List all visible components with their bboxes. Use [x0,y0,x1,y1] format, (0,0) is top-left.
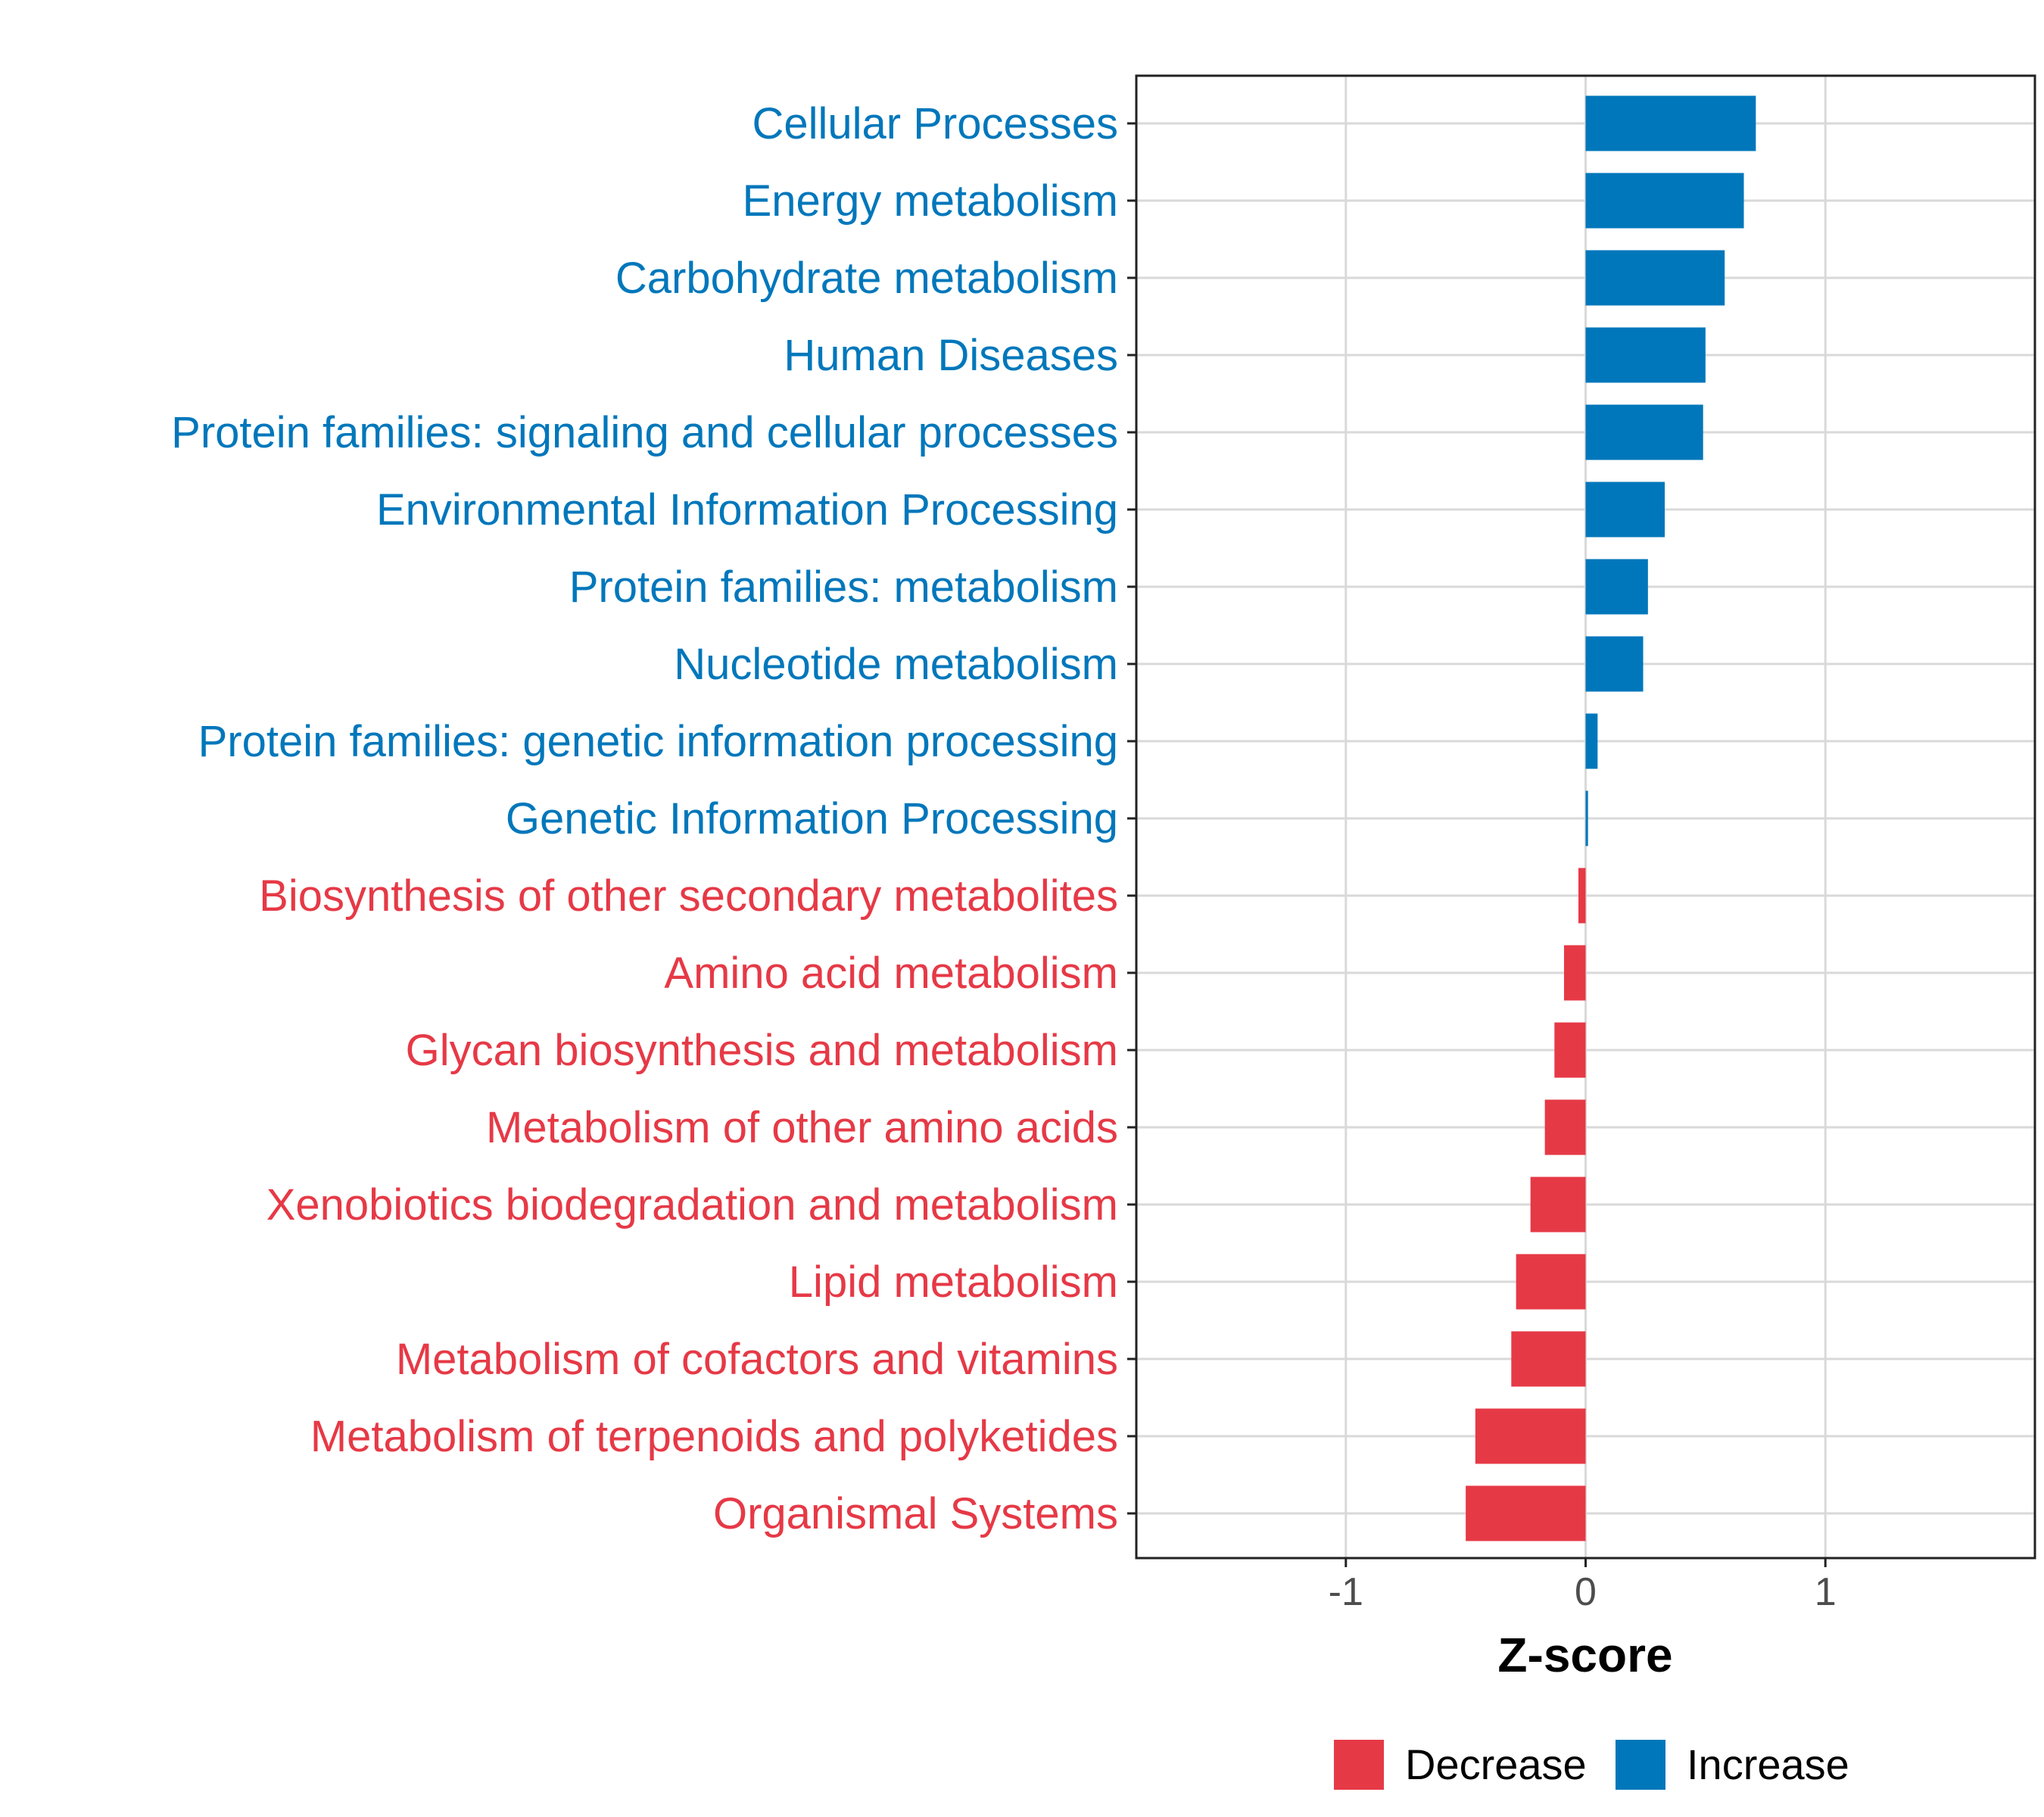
y-tick-label: Xenobiotics biodegradation and metabolis… [266,1180,1118,1230]
y-tick-label: Metabolism of cofactors and vitamins [396,1335,1118,1384]
y-tick-label: Amino acid metabolism [664,949,1118,998]
legend-key-increase [1616,1740,1665,1790]
bar-9 [1585,790,1588,846]
legend: Decrease Increase [1334,1740,1849,1790]
legend-key-decrease [1334,1740,1384,1790]
x-tick-label: -1 [1329,1570,1363,1614]
bar-7 [1585,636,1644,692]
x-tick-label: 1 [1815,1570,1837,1614]
y-tick-label: Human Diseases [784,331,1118,380]
y-tick-label: Protein families: signaling and cellular… [171,408,1118,457]
x-axis-title: Z-score [1497,1628,1672,1682]
y-tick-label: Glycan biosynthesis and metabolism [406,1026,1118,1075]
bar-17 [1475,1408,1586,1464]
y-tick-label: Energy metabolism [743,176,1118,226]
legend-label: Decrease [1405,1741,1587,1788]
bar-18 [1466,1485,1586,1541]
y-tick-label: Environmental Information Processing [376,485,1118,535]
bar-10 [1578,868,1586,924]
y-tick-label: Carbohydrate metabolism [615,254,1118,303]
bar-12 [1554,1022,1586,1078]
y-tick-label: Organismal Systems [713,1489,1118,1538]
bar-6 [1585,559,1648,615]
y-tick-label: Metabolism of terpenoids and polyketides [310,1412,1118,1461]
bar-3 [1585,327,1706,383]
bar-11 [1563,945,1586,1001]
y-tick-label: Biosynthesis of other secondary metaboli… [259,871,1118,921]
y-tick-label: Protein families: metabolism [569,563,1118,612]
bars [1466,95,1756,1541]
bar-1 [1585,173,1744,229]
bar-4 [1585,404,1703,460]
y-axis-labels: Cellular Processes Energy metabolism Carbo… [171,99,1136,1538]
legend-label: Increase [1687,1741,1849,1788]
bar-8 [1585,713,1598,769]
bar-15 [1516,1254,1586,1310]
y-tick-label: Genetic Information Processing [506,794,1118,843]
y-tick-label: Protein families: genetic information pr… [198,717,1118,766]
bar-14 [1530,1177,1586,1233]
bar-13 [1544,1099,1586,1155]
bar-5 [1585,482,1665,538]
bar-16 [1511,1331,1586,1387]
bar-0 [1585,95,1756,151]
y-tick-label: Lipid metabolism [789,1258,1118,1307]
x-tick-label: 0 [1575,1570,1597,1614]
bar-2 [1585,250,1725,306]
y-tick-label: Metabolism of other amino acids [486,1103,1118,1152]
y-tick-label: Cellular Processes [752,99,1118,148]
x-axis-ticks: -1 0 1 [1329,1558,1837,1614]
y-tick-label: Nucleotide metabolism [674,640,1118,689]
